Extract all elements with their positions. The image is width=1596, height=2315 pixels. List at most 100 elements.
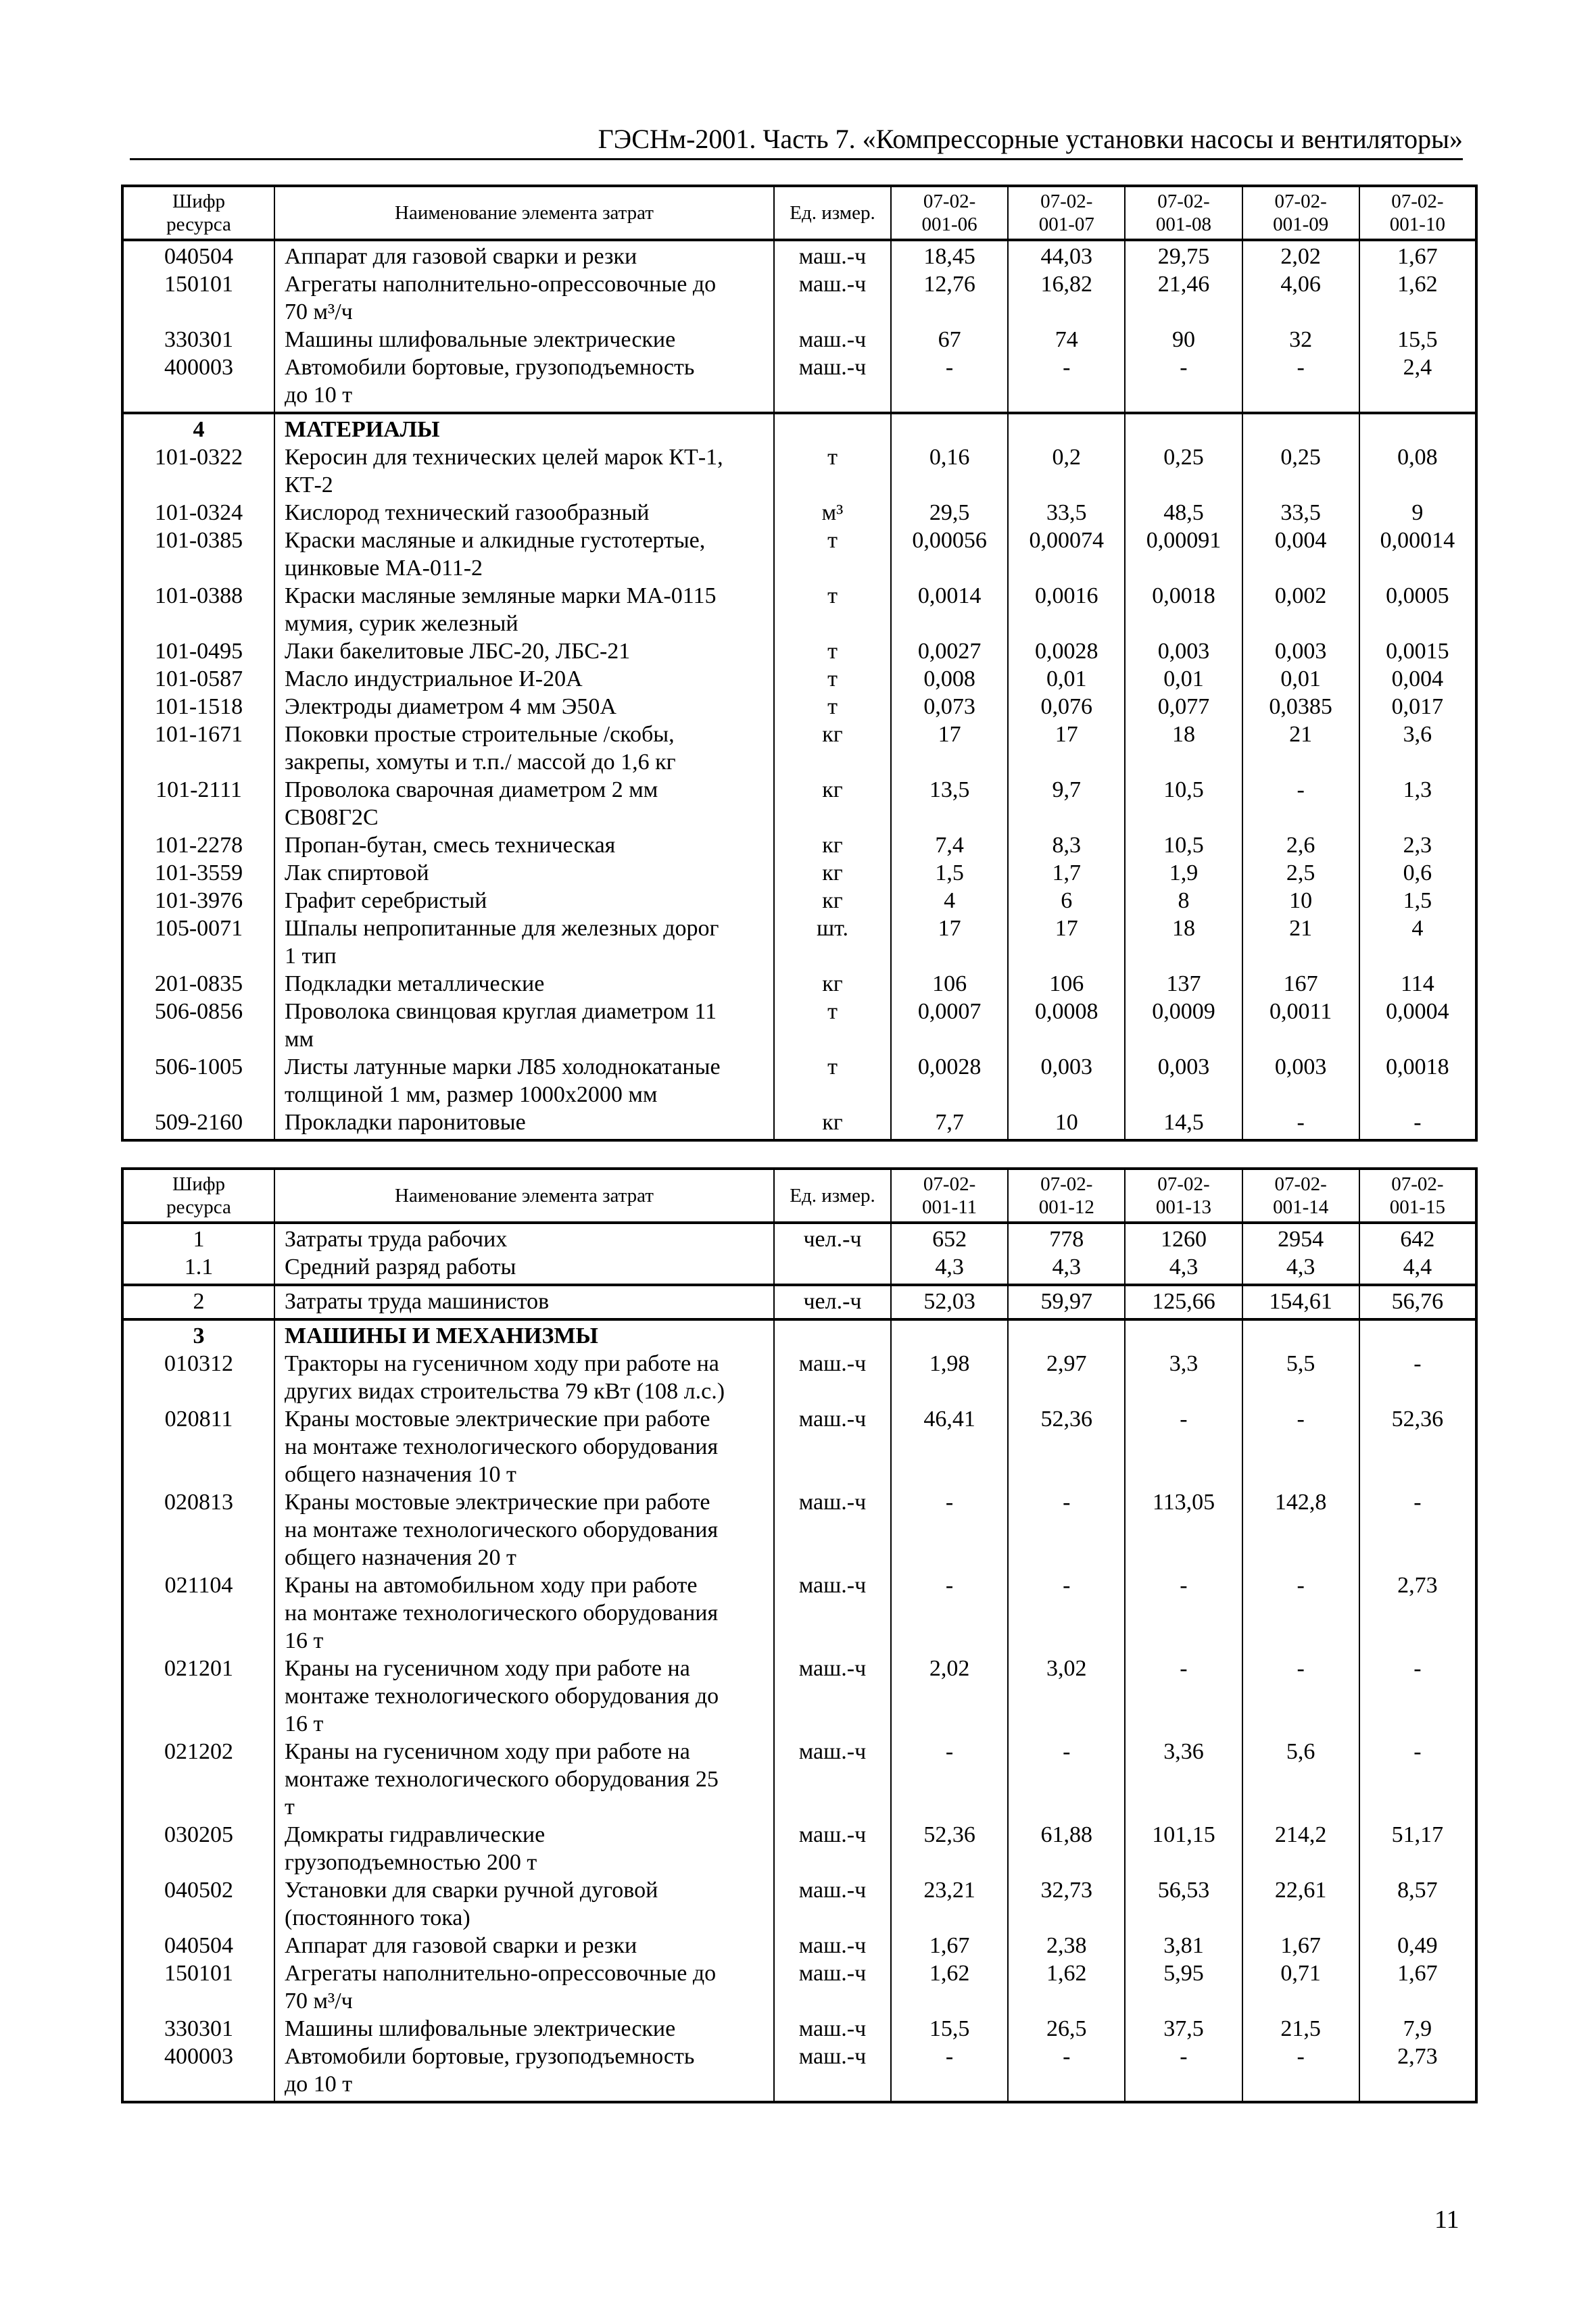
cost-element-name: Агрегаты наполнительно-опрессовочные до … <box>274 1959 775 2015</box>
header-code: Шифр ресурса <box>122 185 275 241</box>
resource-code: 330301 <box>122 326 275 354</box>
norm-value: 21 <box>1241 915 1360 970</box>
norm-value: 14,5 <box>1124 1108 1243 1140</box>
unit: кг <box>773 831 892 859</box>
header-code: Шифр ресурса <box>122 1168 275 1224</box>
header-norm-code: 07-02- 001-15 <box>1358 1168 1478 1224</box>
cost-element-name: Керосин для технических целей марок КТ-1… <box>274 443 775 499</box>
resource-code: 101-0322 <box>122 443 275 499</box>
norm-value: 0,0007 <box>890 998 1009 1053</box>
norm-value: 2,5 <box>1241 859 1360 887</box>
norm-value: 2,4 <box>1358 354 1478 413</box>
unit: кг <box>773 887 892 915</box>
norm-value: 21 <box>1241 721 1360 776</box>
norm-value: 17 <box>1007 915 1126 970</box>
unit: т <box>773 443 892 499</box>
norm-value: - <box>1007 1571 1126 1655</box>
unit: т <box>773 582 892 637</box>
norm-value: - <box>1007 1488 1126 1571</box>
norm-value: - <box>1358 1108 1478 1140</box>
norm-value: 154,61 <box>1241 1284 1360 1319</box>
table-header-row: Шифр ресурса Наименование элемента затрат… <box>122 1168 1478 1224</box>
cost-element-name: Электроды диаметром 4 мм Э50А <box>274 693 775 721</box>
norm-value: - <box>1007 354 1126 413</box>
norm-value: 0,0028 <box>890 1053 1009 1108</box>
table-row: 021202 Краны на гусеничном ходу при работ… <box>122 1738 1478 1821</box>
norm-value: 46,41 <box>890 1405 1009 1488</box>
norm-value: 32,73 <box>1007 1876 1126 1932</box>
norm-value: 0,0011 <box>1241 998 1360 1053</box>
norm-value: 33,5 <box>1007 499 1126 527</box>
norm-value: 52,03 <box>890 1284 1009 1319</box>
cost-element-name: Краны на автомобильном ходу при работе н… <box>274 1571 775 1655</box>
norm-value: 16,82 <box>1007 270 1126 326</box>
cost-element-name: МАШИНЫ И МЕХАНИЗМЫ <box>274 1318 775 1350</box>
norm-value: 4,3 <box>1124 1253 1243 1285</box>
norm-value: 1,3 <box>1358 776 1478 831</box>
unit: маш.-ч <box>773 1405 892 1488</box>
cost-element-name: Лаки бакелитовые ЛБС-20, ЛБС-21 <box>274 637 775 665</box>
cost-element-name: МАТЕРИАЛЫ <box>274 412 775 443</box>
resource-code: 105-0071 <box>122 915 275 970</box>
table-row: 020813 Краны мостовые электрические при р… <box>122 1488 1478 1571</box>
norm-value: 0,00074 <box>1007 527 1126 582</box>
norm-value: 0,0008 <box>1007 998 1126 1053</box>
unit: т <box>773 998 892 1053</box>
norm-value: 51,17 <box>1358 1821 1478 1876</box>
unit: м³ <box>773 499 892 527</box>
unit: т <box>773 693 892 721</box>
norm-value: 167 <box>1241 970 1360 998</box>
header-norm-code: 07-02- 001-11 <box>890 1168 1009 1224</box>
norm-value: 2,02 <box>890 1655 1009 1738</box>
resource-code: 101-1518 <box>122 693 275 721</box>
cost-element-name: Краны мостовые электрические при работе … <box>274 1405 775 1488</box>
norm-value: 0,00014 <box>1358 527 1478 582</box>
norm-value: 0,0018 <box>1124 582 1243 637</box>
norm-value: 3,36 <box>1124 1738 1243 1821</box>
cost-element-name: Аппарат для газовой сварки и резки <box>274 1932 775 1959</box>
resource-code: 021201 <box>122 1655 275 1738</box>
resource-code: 3 <box>122 1318 275 1350</box>
cost-element-name: Домкраты гидравлические грузоподъемность… <box>274 1821 775 1876</box>
norm-value: 1,67 <box>1358 240 1478 270</box>
norm-value: 0,003 <box>1241 637 1360 665</box>
unit <box>773 412 892 443</box>
unit: маш.-ч <box>773 1350 892 1405</box>
header-norm-code: 07-02- 001-10 <box>1358 185 1478 241</box>
resource-code: 2 <box>122 1284 275 1319</box>
resource-code: 400003 <box>122 2043 275 2102</box>
norm-value: 48,5 <box>1124 499 1243 527</box>
norm-value: 3,6 <box>1358 721 1478 776</box>
norm-value: 10 <box>1007 1108 1126 1140</box>
cost-element-name: Затраты труда машинистов <box>274 1284 775 1319</box>
cost-element-name: Агрегаты наполнительно-опрессовочные до … <box>274 270 775 326</box>
resource-code: 150101 <box>122 270 275 326</box>
norm-value: - <box>890 2043 1009 2102</box>
resource-code: 101-2111 <box>122 776 275 831</box>
norm-value: 10,5 <box>1124 831 1243 859</box>
norm-value <box>1124 412 1243 443</box>
norm-value: 3,3 <box>1124 1350 1243 1405</box>
norm-value: - <box>1358 1655 1478 1738</box>
resource-code: 101-0388 <box>122 582 275 637</box>
norm-value: 26,5 <box>1007 2015 1126 2043</box>
norm-value: 5,5 <box>1241 1350 1360 1405</box>
header-name: Наименование элемента затрат <box>274 1168 775 1224</box>
table-row: 101-2278 Пропан-бутан, смесь техническая к… <box>122 831 1478 859</box>
unit: т <box>773 665 892 693</box>
norm-value: - <box>1241 354 1360 413</box>
norm-value: 0,71 <box>1241 1959 1360 2015</box>
table-row: 101-0388 Краски масляные земляные марки М… <box>122 582 1478 637</box>
norm-value: 0,003 <box>1124 637 1243 665</box>
norm-value: 17 <box>890 915 1009 970</box>
unit: маш.-ч <box>773 2015 892 2043</box>
norm-value: 2,3 <box>1358 831 1478 859</box>
unit: маш.-ч <box>773 1488 892 1571</box>
cost-element-name: Средний разряд работы <box>274 1253 775 1285</box>
row-group: 040504 Аппарат для газовой сварки и резки… <box>122 240 1478 413</box>
norm-value: 0,0004 <box>1358 998 1478 1053</box>
cost-element-name: Краны на гусеничном ходу при работе на м… <box>274 1655 775 1738</box>
resource-code: 101-3976 <box>122 887 275 915</box>
resource-code: 201-0835 <box>122 970 275 998</box>
page-number: 11 <box>1434 2206 1459 2234</box>
